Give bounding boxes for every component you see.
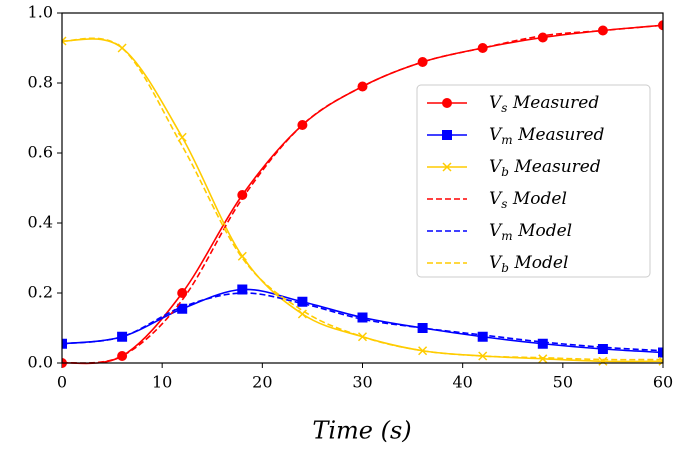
marker	[658, 356, 663, 366]
x-tick-label: 60	[653, 373, 673, 392]
x-tick-label: 30	[352, 373, 372, 392]
marker	[418, 346, 428, 356]
y-tick-label: 0.8	[28, 73, 53, 92]
marker	[297, 296, 308, 307]
marker	[297, 309, 307, 319]
plot-area	[62, 20, 663, 368]
marker	[117, 351, 128, 361]
legend-label: Vm Measured	[489, 125, 605, 147]
series-line	[62, 24, 663, 364]
marker	[442, 162, 452, 172]
y-tick-label: 1.0	[28, 3, 53, 22]
plot-frame	[61, 12, 664, 364]
marker	[658, 347, 663, 358]
marker	[477, 43, 488, 53]
marker	[117, 331, 128, 342]
legend-box	[416, 84, 651, 278]
y-tick-label: 0.4	[28, 213, 53, 232]
legend-label: Vb Model	[489, 253, 568, 275]
series-line	[62, 38, 663, 363]
marker	[597, 344, 608, 354]
legend-label: Vs Measured	[489, 93, 599, 115]
series-line	[62, 292, 663, 352]
marker	[237, 190, 248, 200]
marker	[417, 57, 428, 67]
x-tick-label: 10	[152, 373, 172, 392]
marker	[237, 284, 248, 295]
marker	[62, 36, 67, 46]
x-tick-label: 20	[252, 373, 272, 392]
marker	[442, 130, 452, 140]
x-axis-label: Time (s)	[312, 417, 411, 445]
marker	[477, 331, 488, 342]
x-tick-label: 0	[57, 373, 67, 392]
marker	[537, 338, 548, 349]
legend-label: Vm Model	[489, 221, 572, 243]
marker	[598, 356, 608, 366]
marker	[177, 303, 188, 314]
legend-label: Vs Model	[489, 189, 567, 211]
y-tick-label: 0.2	[28, 283, 53, 302]
series-line	[62, 37, 663, 361]
marker	[537, 32, 548, 43]
marker	[478, 351, 488, 361]
x-tick-label: 40	[452, 373, 472, 392]
marker	[538, 354, 548, 364]
x-tick-label: 50	[553, 373, 573, 392]
y-tick-label: 0.0	[28, 353, 53, 372]
marker	[357, 312, 368, 323]
legend-label: Vb Measured	[489, 157, 601, 179]
y-tick-label: 0.6	[28, 143, 53, 162]
marker	[442, 98, 452, 108]
